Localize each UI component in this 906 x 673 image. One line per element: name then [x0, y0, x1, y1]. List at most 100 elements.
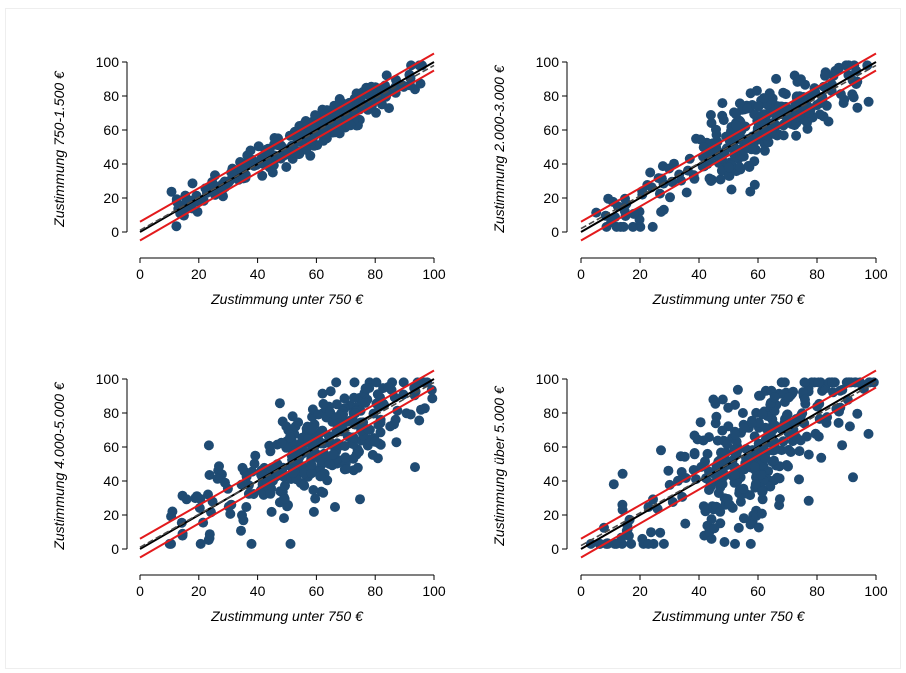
- scatter-point: [367, 449, 378, 460]
- scatter-point: [348, 453, 359, 464]
- scatter-point: [310, 493, 321, 504]
- scatter-point: [419, 403, 430, 414]
- scatter-point: [306, 468, 317, 479]
- scatter-point: [414, 415, 425, 426]
- line-band-upper: [139, 52, 435, 223]
- scatter-point: [626, 538, 637, 549]
- scatter-point: [609, 538, 620, 549]
- x-tick-label: 40: [691, 583, 707, 599]
- y-tick-label: 40: [103, 473, 119, 489]
- scatter-point: [401, 408, 412, 419]
- scatter-point: [293, 417, 304, 428]
- x-tick-label: 0: [136, 266, 144, 282]
- scatter-point: [307, 423, 318, 434]
- scatter-point: [381, 70, 392, 81]
- scatter-point: [695, 417, 706, 428]
- scatter-point: [726, 184, 737, 195]
- scatter-point: [746, 144, 757, 155]
- scatter-point: [681, 187, 692, 198]
- scatter-point: [285, 432, 295, 443]
- scatter-point: [315, 471, 326, 482]
- scatter-point: [267, 167, 278, 178]
- scatter-point: [732, 384, 743, 395]
- x-tick-label: 0: [136, 583, 144, 599]
- scatter-point: [734, 162, 745, 172]
- scatter-point: [819, 414, 830, 425]
- scatter-panel-3: 0 20 40 60 80 100 0 20 40 60 80 100 Zustimmung unter…: [51, 369, 446, 624]
- scatter-point: [191, 491, 202, 502]
- line-identity: [580, 378, 877, 550]
- scatter-point: [308, 506, 319, 517]
- scatter-point: [341, 464, 352, 474]
- scatter-point: [673, 475, 683, 486]
- scatter-point: [253, 141, 264, 152]
- scatter-point: [187, 178, 198, 189]
- scatter-point: [705, 154, 715, 165]
- scatter-point: [285, 538, 296, 549]
- scatter-point: [803, 449, 814, 460]
- scatter-point: [723, 170, 734, 181]
- scatter-point: [308, 485, 319, 495]
- scatter-point: [769, 455, 779, 466]
- y-axis-title: Zustimmung 2.000-3.000 €: [491, 64, 507, 234]
- scatter-point: [827, 377, 837, 388]
- scatter-point: [689, 430, 700, 441]
- y-tick-label: 100: [536, 371, 560, 387]
- scatter-point: [730, 429, 741, 440]
- y-tick-label: 0: [551, 224, 559, 240]
- scatter-point: [274, 398, 285, 409]
- scatter-point: [204, 529, 215, 540]
- scatter-point: [203, 440, 214, 451]
- scatter-point: [369, 436, 380, 447]
- scatter-point: [738, 483, 749, 494]
- scatter-point: [236, 525, 246, 536]
- line-fit: [139, 64, 435, 231]
- scatter-point: [753, 101, 764, 112]
- scatter-point: [698, 501, 709, 512]
- scatter-point: [759, 145, 770, 156]
- scatter-point: [689, 449, 700, 460]
- scatter-point: [177, 530, 188, 541]
- scatter-point: [706, 514, 717, 525]
- scatter-point: [798, 387, 808, 398]
- scatter-point: [757, 486, 768, 497]
- scatter-point: [745, 538, 756, 549]
- scatter-point: [276, 437, 287, 448]
- x-tick-label: 80: [367, 266, 383, 282]
- scatter-point: [812, 401, 823, 412]
- scatter-point: [656, 445, 666, 456]
- line-band-upper: [139, 369, 435, 540]
- scatter-point: [171, 221, 182, 232]
- scatter-point: [339, 441, 350, 451]
- scatter-point: [391, 437, 402, 448]
- scatter-point: [745, 186, 756, 197]
- scatter-point: [331, 377, 342, 388]
- x-tick-label: 100: [864, 266, 888, 282]
- line-band-lower: [580, 69, 877, 242]
- scatter-point: [383, 382, 394, 393]
- x-tick-label: 20: [632, 266, 648, 282]
- scatter-point: [791, 130, 802, 141]
- scatter-point: [658, 538, 669, 549]
- scatter-point: [415, 78, 426, 89]
- scatter-point: [301, 145, 312, 155]
- scatter-point: [345, 120, 356, 131]
- x-tick-label: 60: [309, 583, 325, 599]
- x-axis-title: Zustimmung unter 750 €: [210, 291, 364, 307]
- scatter-point: [722, 439, 733, 450]
- scatter-point: [709, 523, 720, 534]
- scatter-point: [813, 377, 824, 388]
- scatter-point: [246, 538, 257, 549]
- scatter-point: [656, 206, 667, 217]
- scatter-point: [349, 377, 360, 388]
- scatter-point: [349, 392, 359, 403]
- scatter-point: [257, 170, 268, 181]
- scatter-point: [646, 527, 656, 538]
- y-tick-label: 60: [103, 439, 119, 455]
- scatter-point: [730, 538, 740, 549]
- scatter-point: [774, 473, 785, 484]
- scatter-point: [776, 377, 787, 388]
- scatter-point: [663, 465, 674, 476]
- scatter-point: [733, 522, 744, 533]
- scatter-point: [371, 377, 382, 388]
